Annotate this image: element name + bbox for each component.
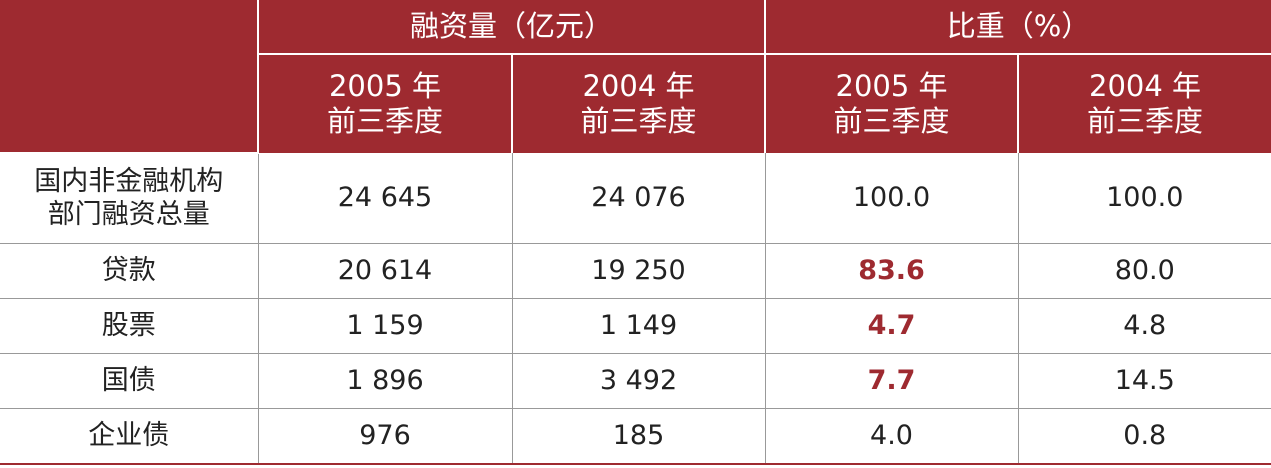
table-row: 国内非金融机构 部门融资总量 24 645 24 076 100.0 100.0 <box>0 153 1271 244</box>
table-cell: 1 149 <box>511 298 766 354</box>
header-row: 融资量（亿元） 比重（%） <box>0 0 1271 154</box>
table-header: 融资量（亿元） 比重（%） 2005 年 前三季度 2004 年 前三季度 20… <box>0 0 1271 154</box>
table-row: 贷款 20 614 19 250 83.6 80.0 <box>0 243 1271 299</box>
table-cell: 1 896 <box>257 353 512 409</box>
table-cell: 20 614 <box>257 243 512 299</box>
table-cell: 3 492 <box>511 353 766 409</box>
table-cell: 4.0 <box>764 408 1019 465</box>
table-cell: 100.0 <box>1017 153 1271 244</box>
table-row: 国债 1 896 3 492 7.7 14.5 <box>0 353 1271 409</box>
corner-cell <box>0 0 258 154</box>
table-cell: 185 <box>511 408 766 465</box>
column-header: 2005 年 前三季度 <box>764 54 1019 153</box>
table-cell: 4.8 <box>1017 298 1271 354</box>
table-row: 股票 1 159 1 149 4.7 4.8 <box>0 298 1271 354</box>
column-header: 2004 年 前三季度 <box>1017 54 1271 153</box>
row-label: 企业债 <box>0 408 258 465</box>
table-cell: 14.5 <box>1017 353 1271 409</box>
table-cell: 100.0 <box>764 153 1019 244</box>
column-header: 2005 年 前三季度 <box>257 54 512 153</box>
table-cell: 1 159 <box>257 298 512 354</box>
row-label: 国内非金融机构 部门融资总量 <box>0 153 258 244</box>
table-cell: 19 250 <box>511 243 766 299</box>
table-row: 企业债 976 185 4.0 0.8 <box>0 408 1271 465</box>
table-cell: 7.7 <box>764 353 1019 409</box>
group-header: 比重（%） <box>764 0 1271 55</box>
column-header: 2004 年 前三季度 <box>510 54 766 153</box>
row-label: 国债 <box>0 353 258 409</box>
table-cell: 24 645 <box>257 153 512 244</box>
table-cell: 24 076 <box>511 153 766 244</box>
table-cell: 0.8 <box>1017 408 1271 465</box>
table-cell: 4.7 <box>764 298 1019 354</box>
table-cell: 80.0 <box>1017 243 1271 299</box>
group-header: 融资量（亿元） <box>256 0 766 55</box>
row-label: 股票 <box>0 298 258 354</box>
table-body: 国内非金融机构 部门融资总量 24 645 24 076 100.0 100.0 贷款 20… <box>0 153 1271 465</box>
header-row: 2005 年 前三季度 2004 年 前三季度 2005 年 前三季度 2004… <box>0 54 1271 153</box>
table-cell: 976 <box>257 408 512 465</box>
row-label: 贷款 <box>0 243 258 299</box>
table-cell: 83.6 <box>764 243 1019 299</box>
